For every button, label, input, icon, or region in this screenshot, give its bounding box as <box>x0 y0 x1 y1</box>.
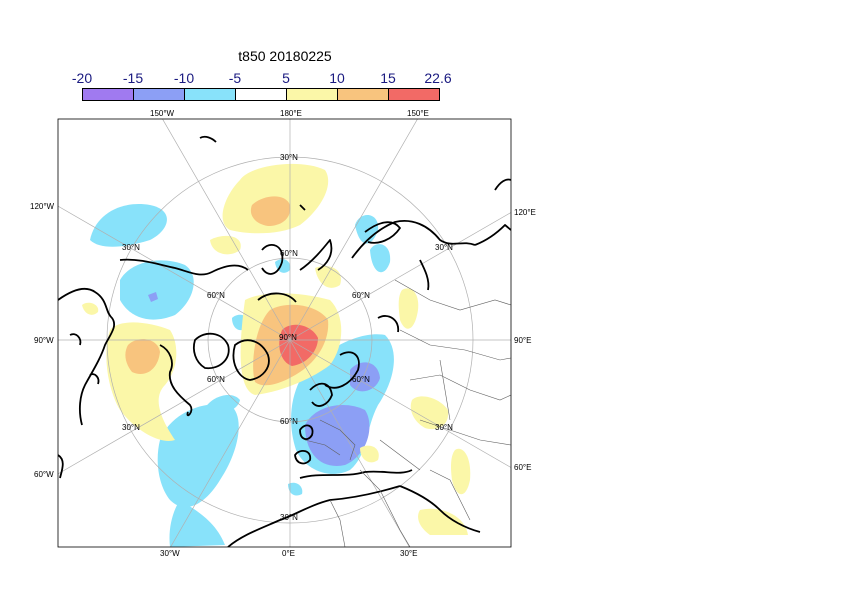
lat-label: 60°N <box>280 249 298 258</box>
warm-region <box>82 302 99 315</box>
legend-color-box <box>388 88 440 101</box>
cold-region <box>148 292 158 302</box>
coastlines <box>58 135 511 547</box>
warm-region <box>398 288 419 329</box>
lat-label: 60°N <box>352 291 370 300</box>
lat-label: 30°N <box>280 153 298 162</box>
lat-label: 60°N <box>207 375 225 384</box>
cold-region <box>205 394 240 413</box>
cold-region <box>157 404 239 508</box>
lat-label: 30°N <box>122 243 140 252</box>
legend-tick: 22.6 <box>424 70 452 86</box>
lat-label: 30°N <box>435 423 453 432</box>
lat-label: 30°N <box>122 423 140 432</box>
lon-label-right: 120°E <box>514 208 536 217</box>
lat-label: 30°N <box>435 243 453 252</box>
color-legend: -20 -15 -10 -5 5 10 15 22.6 <box>70 70 452 110</box>
warm-region <box>125 339 160 374</box>
lon-label-bottom: 30°W <box>160 549 180 558</box>
legend-tick: 5 <box>282 70 290 86</box>
lon-label-top: 150°W <box>150 109 175 118</box>
latitude-labels: 30°N 30°N 60°N 60°N 60°N 60°N 90°N 60°N … <box>122 153 453 522</box>
lat-label: 30°N <box>280 513 298 522</box>
lat-label: 90°N <box>279 333 297 342</box>
country-borders <box>304 279 511 547</box>
lon-label-right: 90°E <box>514 336 531 345</box>
warm-region <box>451 448 471 495</box>
warm-region <box>418 508 468 535</box>
legend-tick: -5 <box>228 70 242 86</box>
warm-region <box>410 396 449 430</box>
cold-region <box>169 500 225 547</box>
lon-label-left: 90°W <box>34 336 54 345</box>
legend-tick: -15 <box>122 70 144 86</box>
legend-tick: 15 <box>380 70 396 86</box>
lon-label-bottom: 30°E <box>400 549 417 558</box>
warm-region <box>250 196 291 226</box>
legend-tick: -10 <box>173 70 195 86</box>
lon-label-top: 180°E <box>280 109 302 118</box>
legend-tick: 10 <box>329 70 345 86</box>
map-title: t850 20180225 <box>238 48 332 64</box>
cold-region <box>120 260 194 320</box>
cold-region <box>288 482 303 496</box>
warm-region <box>360 445 379 463</box>
warm-region <box>210 235 241 255</box>
lon-label-bottom: 0°E <box>282 549 295 558</box>
map-frame <box>57 118 512 548</box>
lon-label-right: 60°E <box>514 463 531 472</box>
lon-label-left: 120°W <box>30 202 55 211</box>
lon-label-top: 150°E <box>407 109 429 118</box>
longitude-labels: 150°W 180°E 150°E 30°W 0°E 30°E 120°W 90… <box>30 109 536 558</box>
lat-label: 60°N <box>207 291 225 300</box>
lat-label: 60°N <box>280 417 298 426</box>
lat-label: 60°N <box>352 375 370 384</box>
cold-region <box>370 244 391 273</box>
legend-tick: -20 <box>71 70 93 86</box>
lon-label-left: 60°W <box>34 470 54 479</box>
